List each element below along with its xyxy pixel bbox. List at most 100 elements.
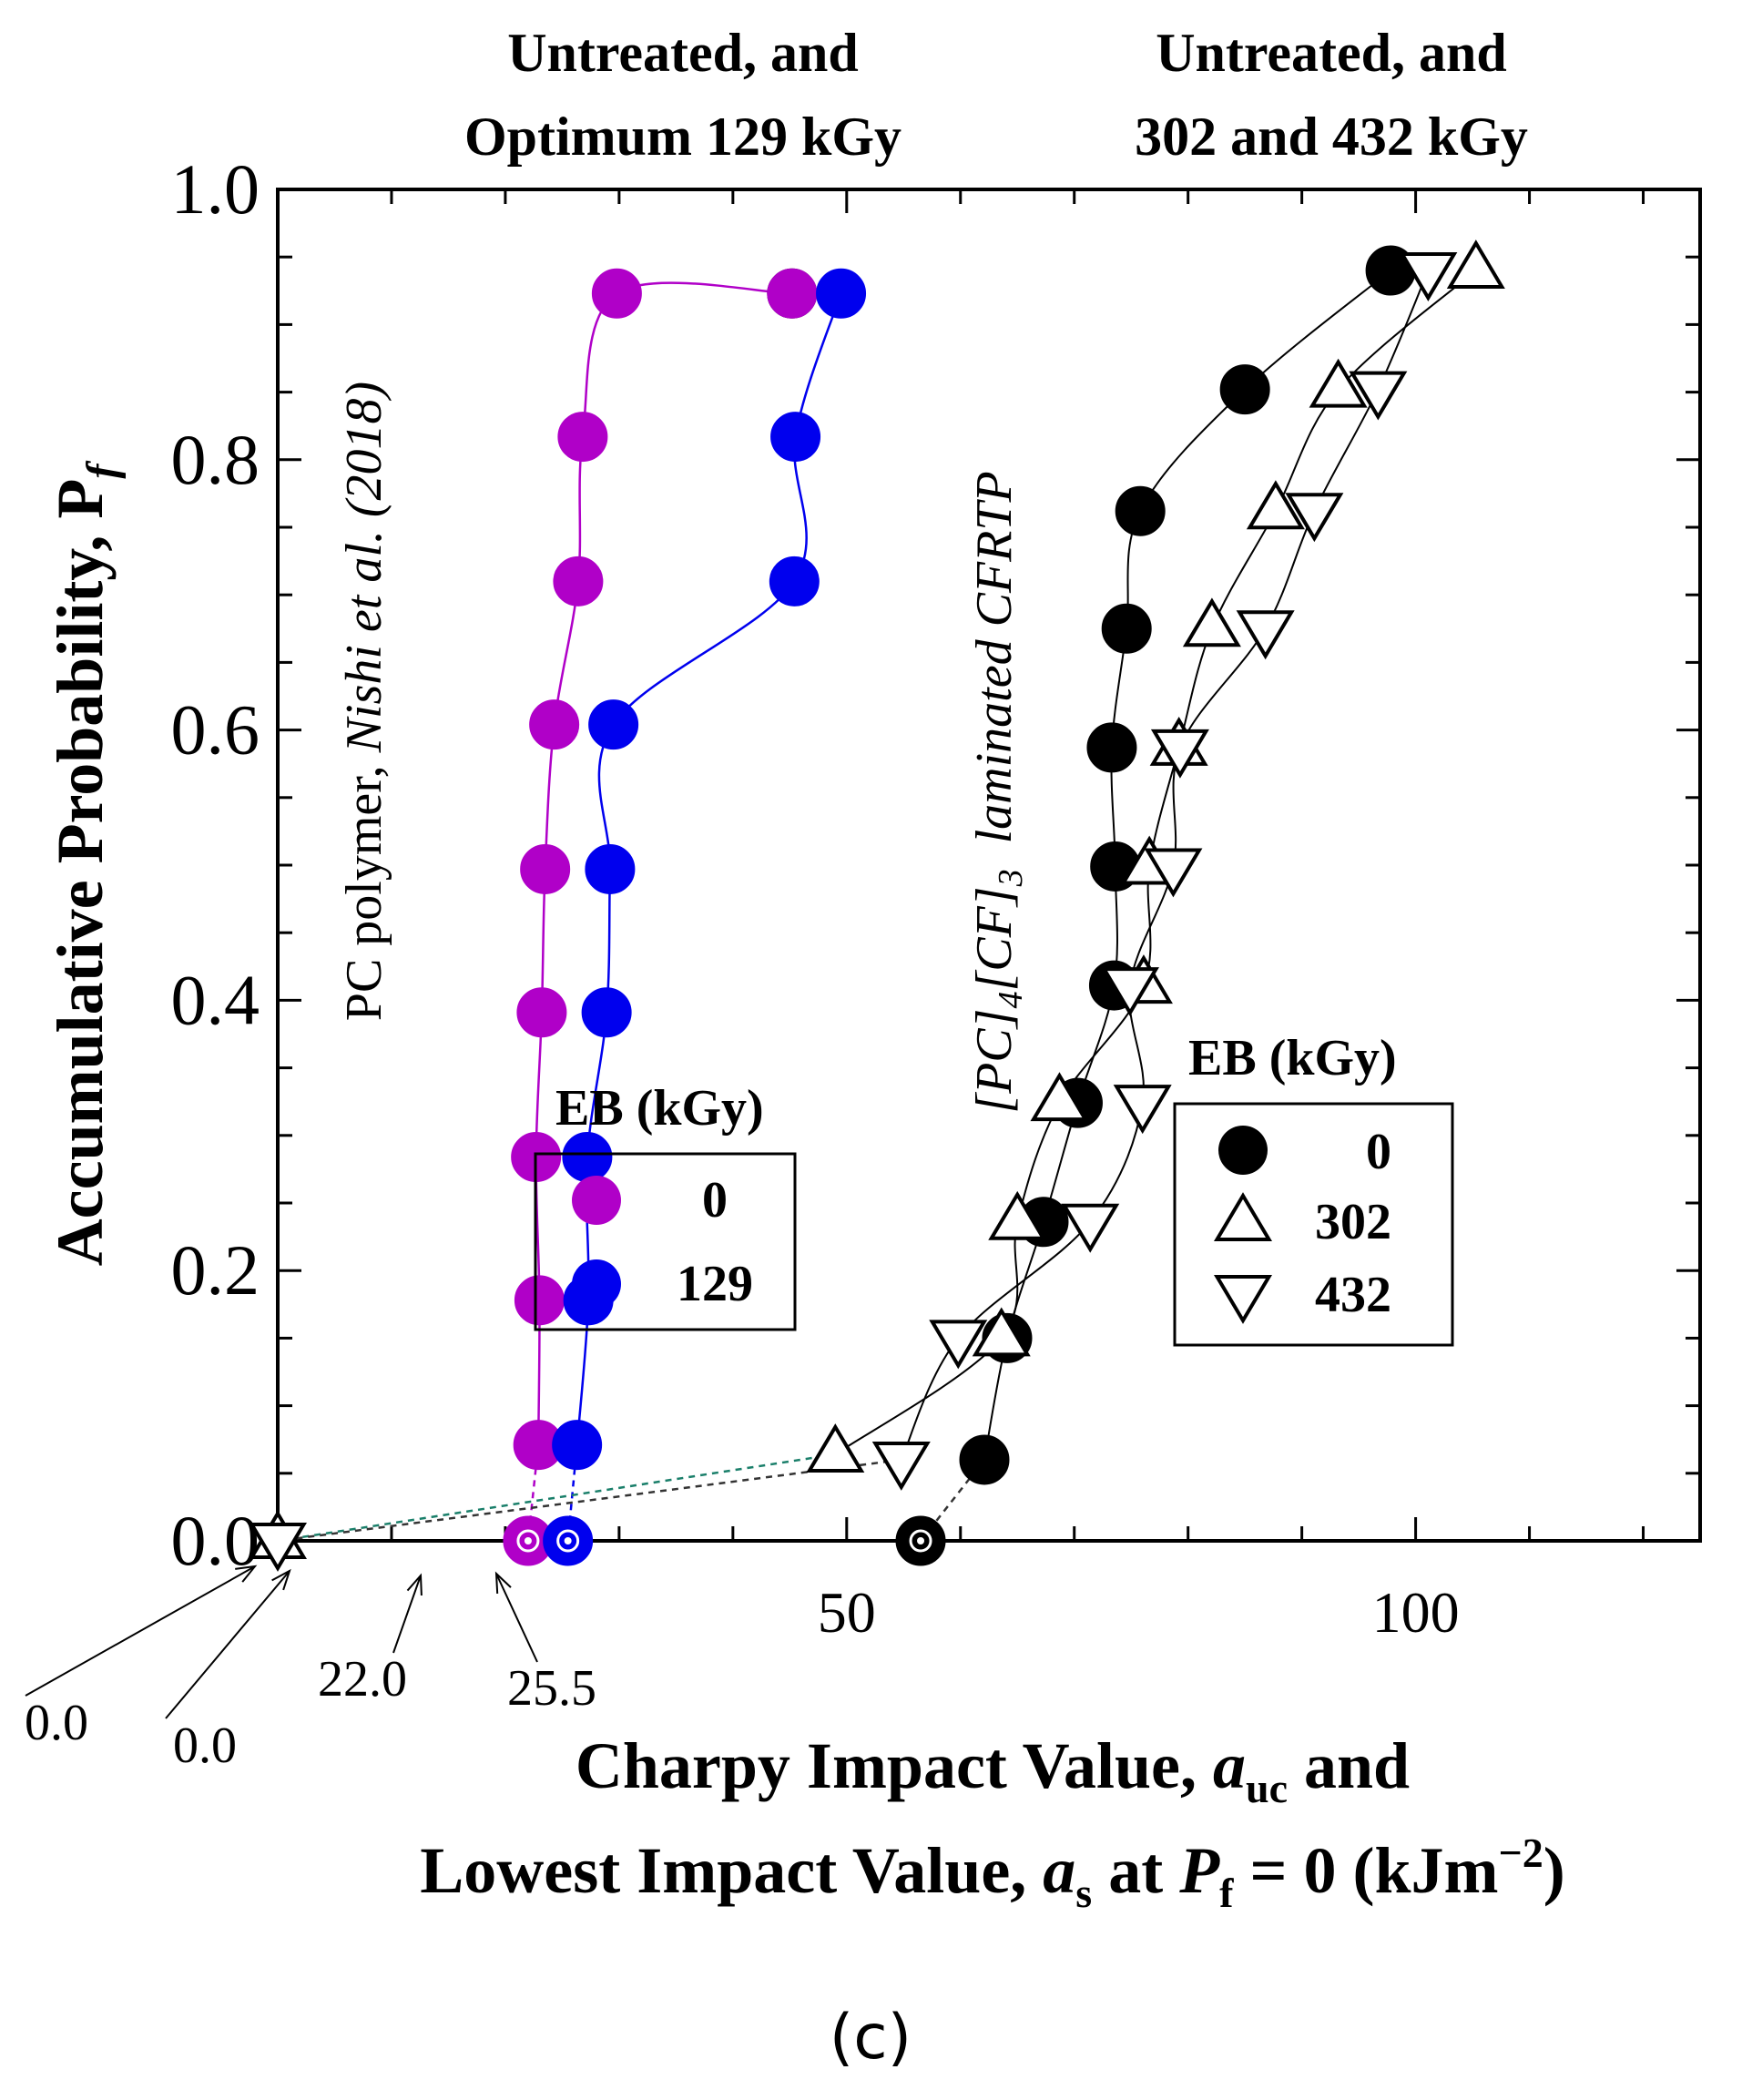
extrapolation-CFRTP-432 [277, 1458, 902, 1543]
lowest-point-dot-CFRTP-0 [917, 1537, 925, 1544]
arrow-pc-129 [495, 1573, 538, 1663]
lowest-label-432: 0.0 [173, 1718, 237, 1774]
lowest-point-ring-CFRTP-0 [909, 1529, 932, 1553]
y-tick-label: 0.6 [171, 690, 260, 770]
data-point-CFRTP-302 [988, 1190, 1047, 1240]
arrow-432 [165, 1570, 290, 1719]
x-label2-mid: at [1092, 1834, 1179, 1907]
legend-right-entry-302: 302 [1315, 1194, 1391, 1250]
legend-left-entry-129: 129 [677, 1256, 753, 1312]
x-label1-sub: uc [1246, 1765, 1288, 1811]
arrow-302-head [235, 1565, 258, 1583]
data-point-PC-129 [585, 843, 636, 894]
data-point-PC-129 [770, 412, 821, 463]
x-tick-label: 50 [818, 1580, 876, 1645]
y-tick-label: 0.2 [171, 1230, 260, 1310]
data-point-CFRTP-432 [929, 1320, 988, 1370]
x-label2-var: a [1043, 1834, 1075, 1907]
data-point-CFRTP-432 [1399, 252, 1458, 301]
data-point-CFRTP-0 [959, 1434, 1010, 1485]
legend-marker-cfrtp-432 [1213, 1275, 1273, 1324]
legend-left-entry-0: 0 [702, 1172, 728, 1228]
data-point-PC-0 [529, 699, 580, 750]
x-label2-post: = 0 (kJm [1234, 1834, 1499, 1907]
x-label2-end: ) [1543, 1834, 1565, 1907]
x-label2-var2: P [1178, 1834, 1220, 1907]
lowest-value-arrows [25, 1565, 538, 1719]
data-point-PC-0 [520, 843, 571, 894]
data-point-CFRTP-302 [1030, 1072, 1089, 1122]
legend-right-box [1173, 1102, 1454, 1347]
legend-left-markers [572, 1176, 621, 1309]
lowest-label-pc-0: 22.0 [318, 1651, 407, 1708]
data-point-PC-129 [588, 699, 639, 750]
data-point-CFRTP-432 [1113, 1085, 1172, 1135]
data-point-CFRTP-0 [1219, 364, 1270, 415]
lowest-point-dot-PC-0 [524, 1537, 532, 1544]
lowest-point-dot-PC-129 [564, 1537, 572, 1544]
legend-right-title: EB (kGy) [1188, 1030, 1397, 1086]
legend-right-entry-432: 432 [1315, 1267, 1391, 1323]
data-point-PC-0 [591, 268, 642, 319]
y-tick-label: 1.0 [171, 149, 260, 229]
legend-marker-pc-129 [572, 1259, 621, 1309]
header-left-line2: Optimum 129 kGy [464, 107, 902, 167]
figure-caption: (c) [830, 2002, 912, 2074]
y-axis-label: Accumulative Probability, Pf [44, 461, 127, 1267]
y-axis-label-sub: f [78, 461, 127, 479]
series-line-PC-0 [535, 281, 792, 1445]
arrow-pc-0-head [406, 1573, 423, 1596]
lowest-point-ring-PC-0 [516, 1529, 540, 1553]
pc-group-label-text: PC polymer, [336, 752, 392, 1021]
cfrtp-label-c: laminated CFRTP [966, 471, 1023, 869]
data-point-CFRTP-432 [1150, 729, 1209, 779]
y-tick-label: 0.8 [171, 420, 260, 499]
arrow-pc-129-head [494, 1571, 512, 1595]
lowest-label-pc-129: 25.5 [507, 1660, 596, 1717]
cfrtp-label-b: [CF] [966, 886, 1023, 991]
x-label1-post: and [1288, 1729, 1410, 1802]
data-point-PC-129 [581, 987, 632, 1038]
data-point-CFRTP-302 [1246, 480, 1305, 530]
data-point-CFRTP-432 [1100, 967, 1159, 1016]
data-point-CFRTP-302 [806, 1423, 865, 1473]
data-point-PC-0 [557, 412, 608, 463]
cfrtp-sub-b: 3 [992, 869, 1030, 887]
data-point-PC-0 [516, 987, 567, 1038]
data-point-PC-129 [562, 1132, 613, 1183]
lowest-point-CFRTP-432 [248, 1523, 308, 1572]
lowest-label-302: 0.0 [25, 1695, 88, 1751]
axis-tick-labels: 0.00.20.40.60.81.050 100 [171, 149, 1460, 1645]
cfrtp-label-a: [PC] [966, 1009, 1023, 1114]
header-left-line1: Untreated, and [507, 23, 859, 83]
x-label1-var: a [1213, 1729, 1246, 1802]
data-point-PC-0 [767, 268, 818, 319]
legend-left-box [534, 1152, 797, 1331]
x-label2-sub2: f [1219, 1870, 1234, 1916]
arrow-302 [25, 1565, 256, 1697]
extrapolation-lines [277, 1444, 985, 1543]
arrow-432-head [271, 1568, 291, 1591]
pc-group-label: PC polymer, Nishi et al. (2018) [336, 382, 392, 1021]
legend-right-markers [1213, 1126, 1273, 1324]
data-point-CFRTP-432 [1061, 1203, 1120, 1253]
axis-ticks [278, 189, 1700, 1541]
x-tick-label: 100 [1372, 1580, 1460, 1645]
x-label2-pre: Lowest Impact Value, [420, 1834, 1043, 1907]
x-axis-label-line1: Charpy Impact Value, auc and [576, 1729, 1410, 1811]
legend-marker-cfrtp-302 [1213, 1192, 1273, 1241]
x-label2-sup: −2 [1499, 1830, 1543, 1876]
data-point-CFRTP-432 [1349, 371, 1408, 421]
data-point-PC-0 [514, 1275, 565, 1326]
legend-left-title: EB (kGy) [555, 1080, 764, 1137]
legend-right-entry-0: 0 [1366, 1124, 1391, 1180]
data-point-CFRTP-0 [1086, 722, 1137, 773]
cfrtp-group-label: [PC]4[CF]3 laminated CFRTP [966, 471, 1030, 1113]
data-point-PC-0 [553, 556, 604, 607]
x-axis-label-line2: Lowest Impact Value, as at Pf = 0 (kJm−2… [420, 1830, 1564, 1916]
data-point-CFRTP-432 [871, 1441, 931, 1491]
header-right-line1: Untreated, and [1156, 23, 1507, 83]
data-point-CFRTP-432 [1285, 493, 1344, 543]
data-point-CFRTP-432 [1236, 610, 1295, 660]
x-label1-pre: Charpy Impact Value, [576, 1729, 1213, 1802]
